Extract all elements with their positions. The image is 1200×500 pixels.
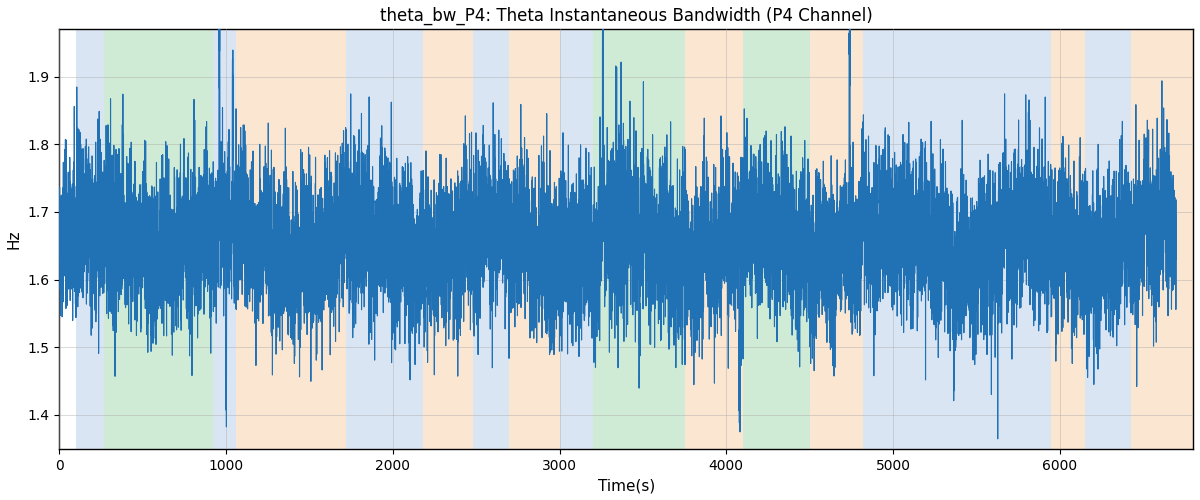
Bar [236, 30, 346, 449]
Bar [559, 30, 593, 449]
Bar [684, 30, 743, 449]
Bar [510, 30, 559, 449]
Bar [593, 30, 684, 449]
Bar [1051, 30, 1085, 449]
Bar [346, 30, 422, 449]
Bar [104, 30, 212, 449]
Bar [810, 30, 863, 449]
Bar [743, 30, 810, 449]
Bar [863, 30, 1051, 449]
Bar [1085, 30, 1132, 449]
Bar [1132, 30, 1193, 449]
Bar [76, 30, 104, 449]
X-axis label: Time(s): Time(s) [598, 478, 655, 493]
Bar [422, 30, 473, 449]
Y-axis label: Hz: Hz [7, 230, 22, 249]
Bar [212, 30, 236, 449]
Bar [473, 30, 510, 449]
Title: theta_bw_P4: Theta Instantaneous Bandwidth (P4 Channel): theta_bw_P4: Theta Instantaneous Bandwid… [380, 7, 872, 25]
